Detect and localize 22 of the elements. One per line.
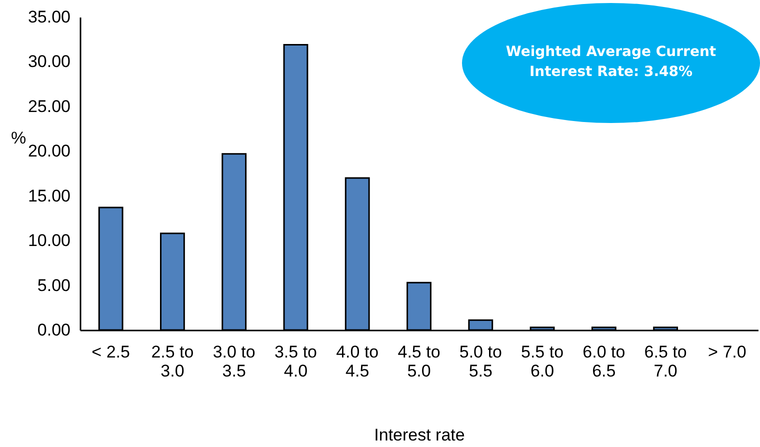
y-tick-label: 5.00 [37, 276, 70, 295]
x-tick-label: < 2.5 [92, 342, 130, 362]
y-tick-label: 20.00 [28, 142, 70, 161]
x-tick-label: 6.0 to 6.5 [582, 342, 626, 380]
x-tick-label: 6.5 to 7.0 [644, 342, 687, 380]
x-tick-label: 4.0 to 4.5 [336, 342, 379, 380]
x-tick-label: 4.5 to 5.0 [398, 342, 440, 380]
y-tick-label: 30.00 [28, 52, 70, 72]
x-tick-label: 3.5 to 4.0 [274, 342, 317, 380]
x-tick-label: 3.0 to 3.5 [212, 342, 256, 380]
x-axis-title: Interest rate [374, 426, 465, 444]
y-tick-label: 15.00 [28, 186, 70, 206]
y-tick-label: 0.00 [37, 320, 70, 340]
y-tick-label: 10.00 [28, 231, 70, 250]
x-tick-label: 5.5 to 6.0 [521, 342, 564, 380]
annotation: Weighted Average Current Interest Rate: 3.48% [504, 43, 718, 82]
x-tick-label: > 7.0 [708, 342, 746, 362]
y-tick-label: 25.00 [28, 96, 70, 116]
x-tick-label: 2.5 to 3.0 [151, 342, 194, 380]
x-tick-label: 5.0 to 5.5 [459, 342, 502, 380]
y-axis-title: % [10, 128, 26, 148]
y-tick-label: 35.00 [28, 8, 70, 26]
